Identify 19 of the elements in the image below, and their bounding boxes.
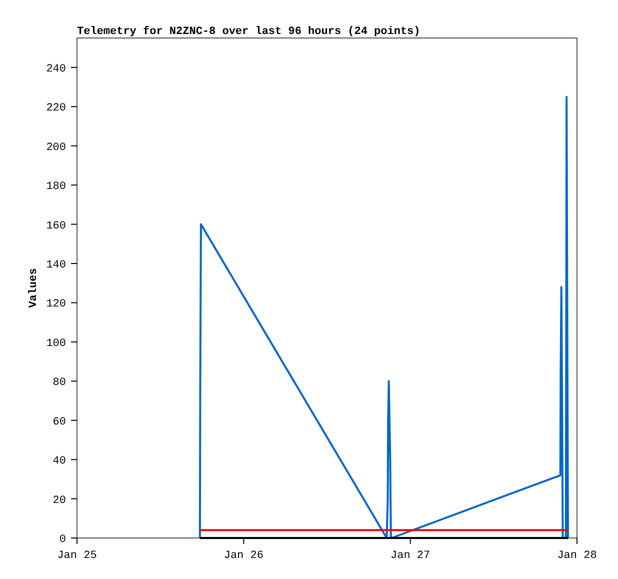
y-tick-label: 100 bbox=[46, 338, 66, 350]
y-tick-label: 200 bbox=[46, 142, 66, 154]
y-tick-label: 240 bbox=[46, 63, 66, 76]
y-tick-label: 80 bbox=[52, 377, 66, 390]
y-axis-title: Values bbox=[28, 268, 40, 308]
x-tick-label: Jan 28 bbox=[557, 550, 597, 562]
x-tick-label: Jan 27 bbox=[390, 550, 430, 562]
x-tick-label: Jan 25 bbox=[57, 550, 97, 562]
y-tick-label: 180 bbox=[46, 181, 66, 194]
y-tick-label: 0 bbox=[59, 534, 66, 546]
y-tick-label: 220 bbox=[46, 102, 66, 115]
y-tick-label: 160 bbox=[46, 220, 66, 232]
chart-title: Telemetry for N2ZNC-8 over last 96 hours (24 points) bbox=[77, 25, 420, 38]
y-tick-label: 60 bbox=[52, 416, 66, 428]
y-tick-label: 20 bbox=[52, 494, 66, 507]
y-tick-label: 40 bbox=[52, 456, 66, 468]
y-tick-label: 140 bbox=[46, 259, 66, 272]
y-tick-label: 120 bbox=[46, 298, 66, 311]
x-tick-label: Jan 26 bbox=[224, 550, 264, 562]
